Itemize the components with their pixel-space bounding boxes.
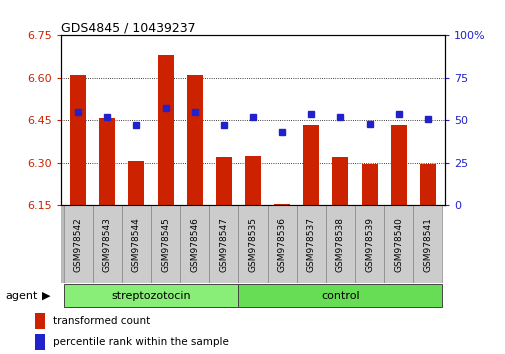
Text: GSM978540: GSM978540 bbox=[393, 217, 402, 272]
Text: GSM978541: GSM978541 bbox=[423, 217, 431, 272]
Text: GSM978545: GSM978545 bbox=[161, 217, 170, 272]
Bar bbox=[332, 157, 348, 205]
Bar bbox=[390, 125, 406, 205]
Text: percentile rank within the sample: percentile rank within the sample bbox=[53, 337, 228, 348]
Bar bbox=[419, 164, 435, 205]
Text: streptozotocin: streptozotocin bbox=[111, 291, 190, 301]
Text: GSM978546: GSM978546 bbox=[190, 217, 199, 272]
Text: GSM978538: GSM978538 bbox=[335, 217, 344, 272]
Bar bbox=[92, 205, 122, 283]
Text: GSM978535: GSM978535 bbox=[248, 217, 257, 272]
Bar bbox=[180, 205, 209, 283]
Bar bbox=[128, 161, 144, 205]
Bar bbox=[355, 205, 383, 283]
Bar bbox=[238, 285, 441, 307]
Text: ▶: ▶ bbox=[42, 291, 50, 301]
Bar bbox=[267, 205, 296, 283]
Bar bbox=[70, 75, 86, 205]
Bar bbox=[186, 75, 203, 205]
Bar bbox=[361, 164, 377, 205]
Text: GSM978539: GSM978539 bbox=[364, 217, 373, 272]
Text: GSM978543: GSM978543 bbox=[103, 217, 112, 272]
Text: GSM978542: GSM978542 bbox=[74, 217, 82, 272]
Text: GSM978537: GSM978537 bbox=[306, 217, 315, 272]
Text: agent: agent bbox=[5, 291, 37, 301]
Bar bbox=[274, 204, 289, 205]
Bar bbox=[64, 205, 92, 283]
Bar bbox=[238, 205, 267, 283]
Text: GDS4845 / 10439237: GDS4845 / 10439237 bbox=[61, 21, 195, 34]
Bar bbox=[296, 205, 325, 283]
Bar bbox=[302, 125, 319, 205]
Bar bbox=[209, 205, 238, 283]
Bar bbox=[157, 55, 173, 205]
Text: GSM978536: GSM978536 bbox=[277, 217, 286, 272]
Bar bbox=[383, 205, 413, 283]
Bar bbox=[64, 285, 238, 307]
Bar bbox=[413, 205, 441, 283]
Bar bbox=[150, 205, 180, 283]
Bar bbox=[216, 157, 231, 205]
Bar bbox=[244, 156, 261, 205]
Bar bbox=[35, 313, 44, 329]
Text: control: control bbox=[321, 291, 359, 301]
Bar bbox=[35, 334, 44, 350]
Text: transformed count: transformed count bbox=[53, 316, 149, 326]
Bar bbox=[99, 118, 115, 205]
Bar bbox=[122, 205, 150, 283]
Text: GSM978544: GSM978544 bbox=[132, 217, 141, 272]
Text: GSM978547: GSM978547 bbox=[219, 217, 228, 272]
Bar bbox=[325, 205, 355, 283]
